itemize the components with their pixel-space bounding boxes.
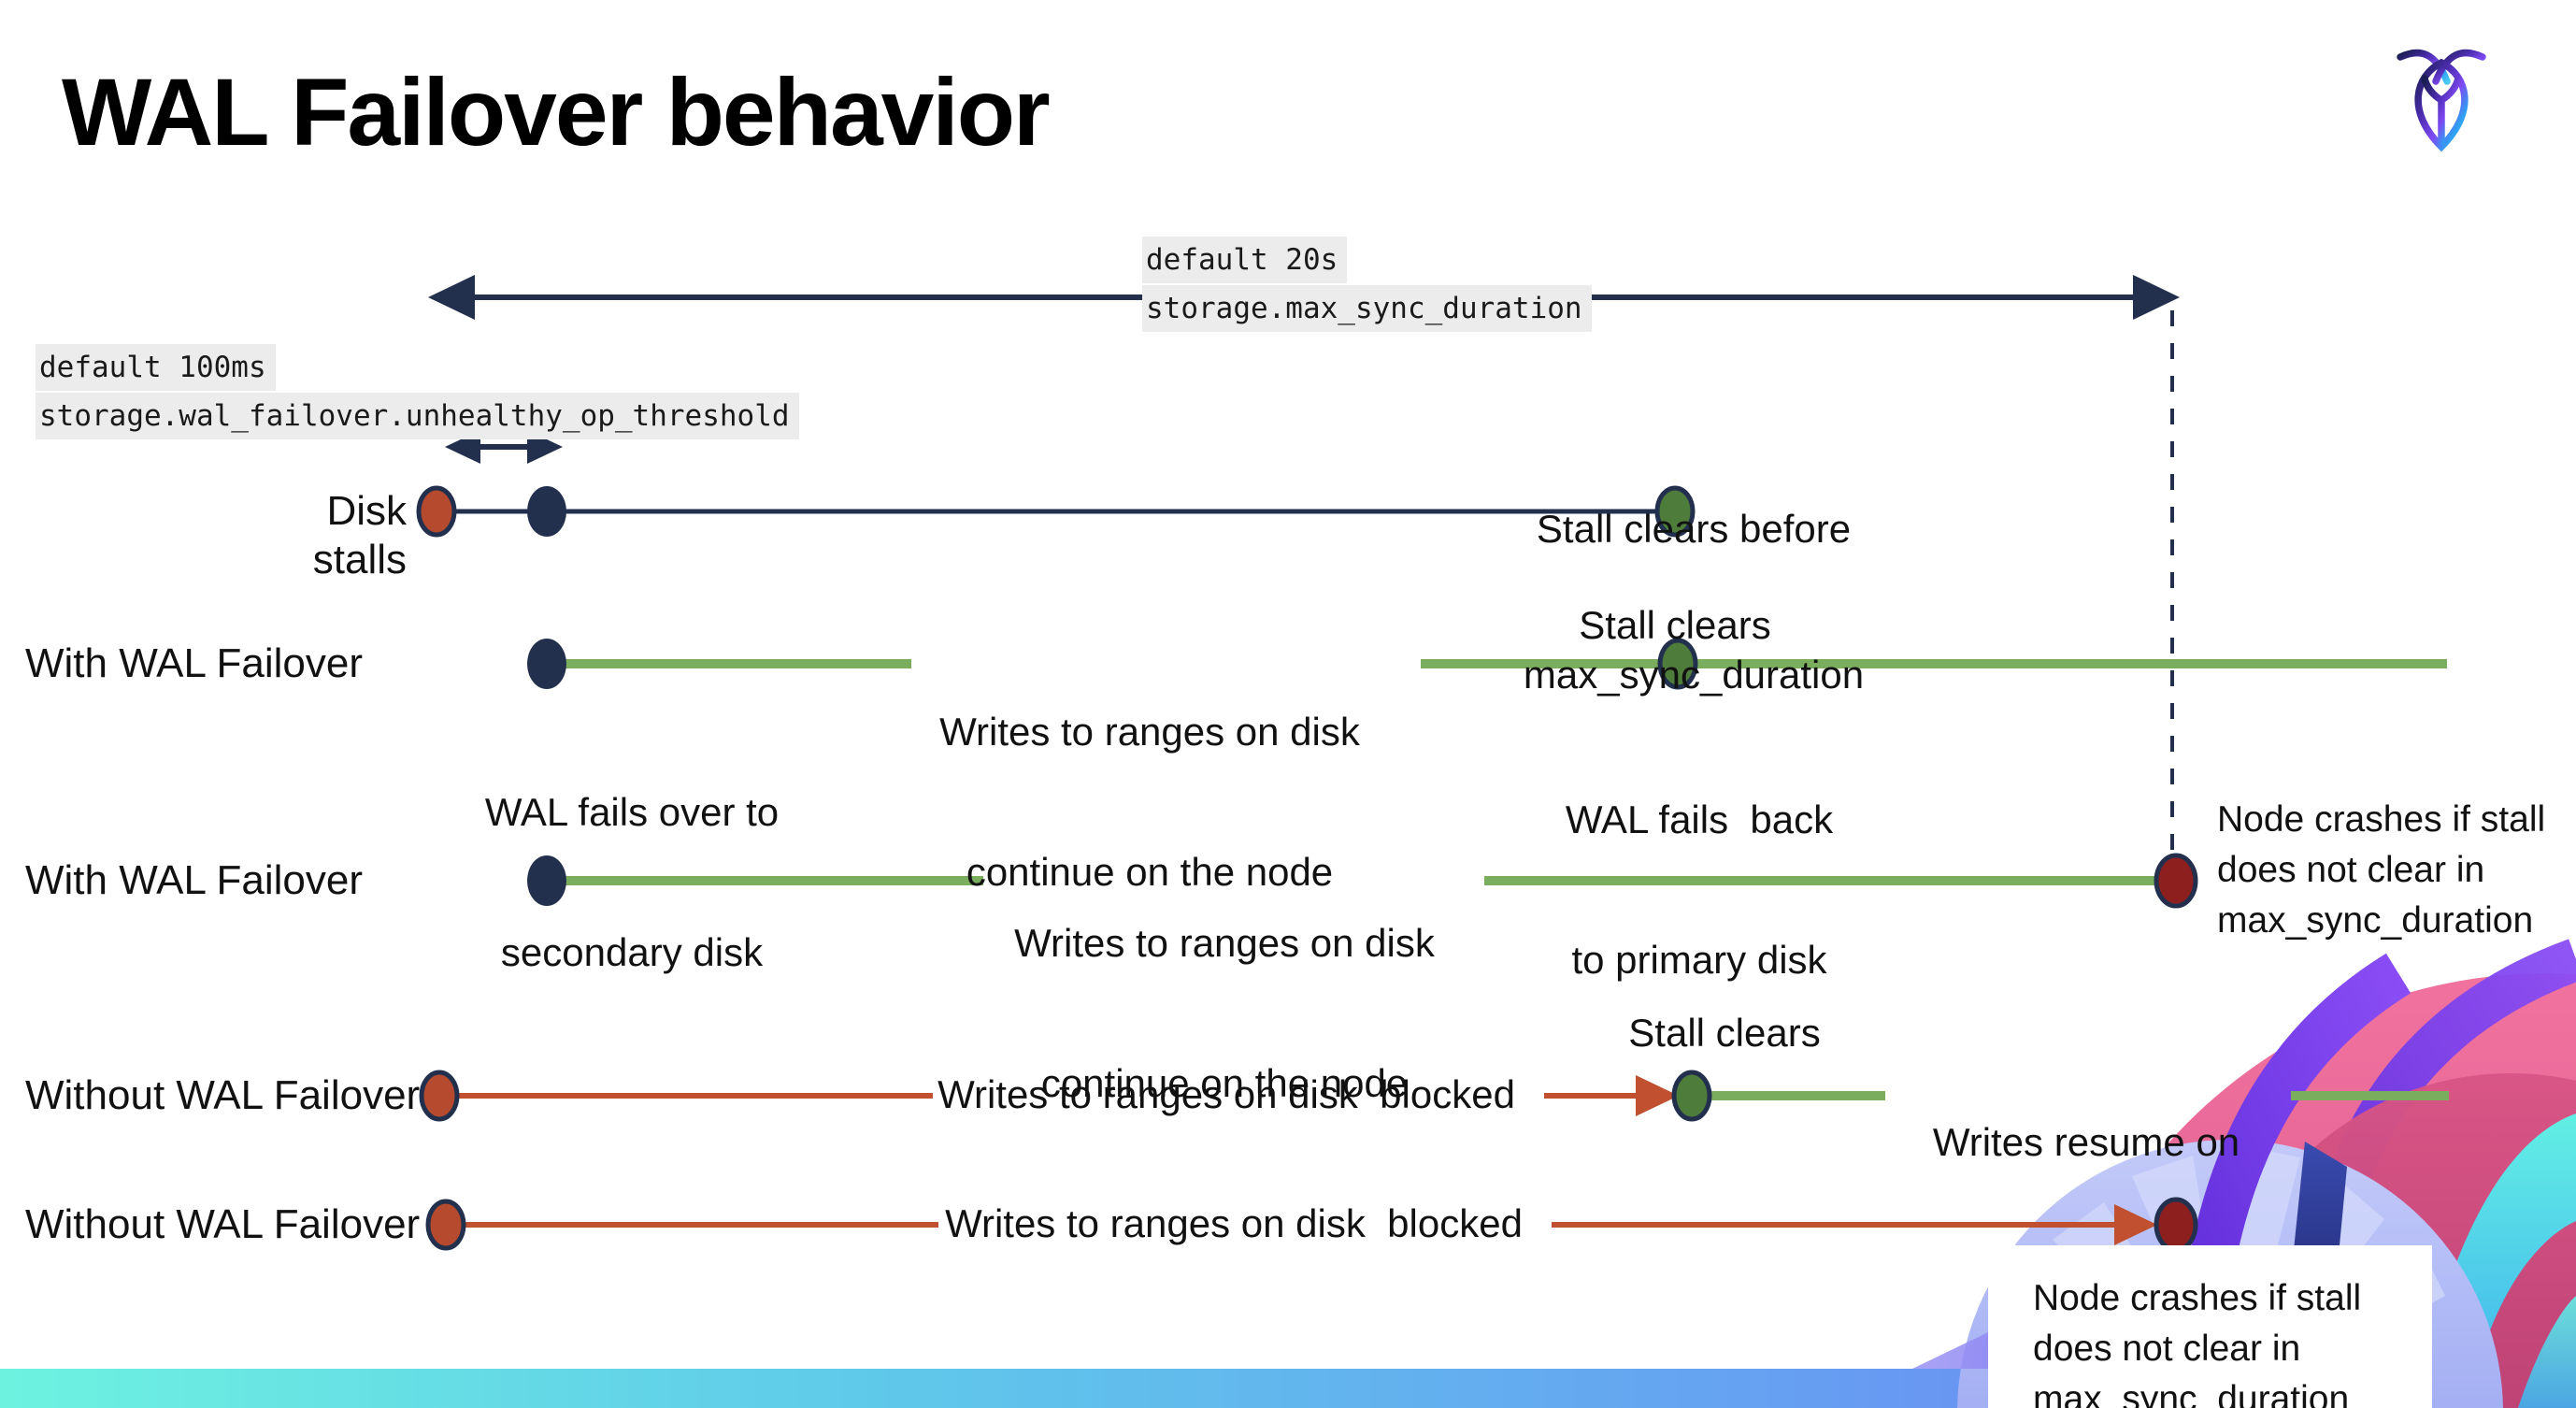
no-failover-timeline-2 xyxy=(455,1204,2157,1245)
logo-antenna-right xyxy=(2432,49,2486,85)
stall-clears-before-note: Stall clears before max_sync_duration xyxy=(1523,507,1865,697)
row-label-with-wal-failover-1: With WAL Failover xyxy=(25,640,364,686)
row-label-disk-stalls: Disk stalls xyxy=(312,488,419,582)
stall-clears-dot xyxy=(1671,1070,1712,1122)
crash-note-box: Node crashes if stall does not clear in … xyxy=(1988,1245,2432,1408)
failover-dot xyxy=(527,639,566,689)
row-label-without-wal-failover-2: Without WAL Failover xyxy=(25,1201,421,1247)
stall-start-dot xyxy=(425,1199,466,1251)
node-crash-dot xyxy=(2154,853,2198,909)
unhealthy-op-annotation: default 100ms storage.wal_failover.unhea… xyxy=(36,344,799,441)
page-title: WAL Failover behavior xyxy=(62,59,1051,165)
stall-start-dot xyxy=(416,485,457,538)
no-failover-timeline-1 xyxy=(449,1075,2449,1116)
art-cyan-claw-small xyxy=(2518,1296,2576,1408)
failback-primary-note: WAL fails back to primary disk xyxy=(1565,797,1834,982)
max-sync-setting: storage.max_sync_duration xyxy=(1142,285,1592,332)
unhealthy-op-setting: storage.wal_failover.unhealthy_op_thresh… xyxy=(36,393,799,439)
row-label-without-wal-failover-1: Without WAL Failover xyxy=(25,1072,421,1118)
red-arrowhead xyxy=(1636,1075,1679,1116)
stall-clears-label-2: Stall clears xyxy=(1628,1011,1821,1055)
writes-blocked-note-1: Writes to ranges on disk blocked xyxy=(937,1072,1515,1116)
stall-clears-dot xyxy=(1657,638,1698,690)
stall-clears-label-1: Stall clears xyxy=(1579,603,1771,647)
writes-continue-note-2: Writes to ranges on disk continue on the… xyxy=(1014,921,1435,1105)
max-sync-default: default 20s xyxy=(1142,237,1348,283)
max-sync-annotation: default 20s storage.max_sync_duration xyxy=(1142,237,1592,334)
stall-clears-dot xyxy=(1654,485,1696,538)
row-label-with-wal-failover-2: With WAL Failover xyxy=(25,857,364,903)
failover-dot xyxy=(527,855,566,906)
red-arrowhead xyxy=(2114,1204,2157,1245)
failover-secondary-note: WAL fails over to secondary disk xyxy=(484,790,780,974)
cockroachdb-logo-icon xyxy=(2397,49,2486,152)
logo-antenna-left xyxy=(2397,49,2451,85)
node-crash-note-1: Node crashes if stall does not clear in … xyxy=(2217,799,2546,941)
logo-stem xyxy=(2421,75,2462,145)
writes-continue-note-1: Writes to ranges on disk continue on the… xyxy=(939,710,1360,894)
writes-blocked-note-2: Writes to ranges on disk blocked xyxy=(945,1201,1523,1245)
threshold-dot xyxy=(527,486,566,537)
unhealthy-op-default: default 100ms xyxy=(36,344,276,391)
stall-start-dot xyxy=(419,1070,460,1122)
